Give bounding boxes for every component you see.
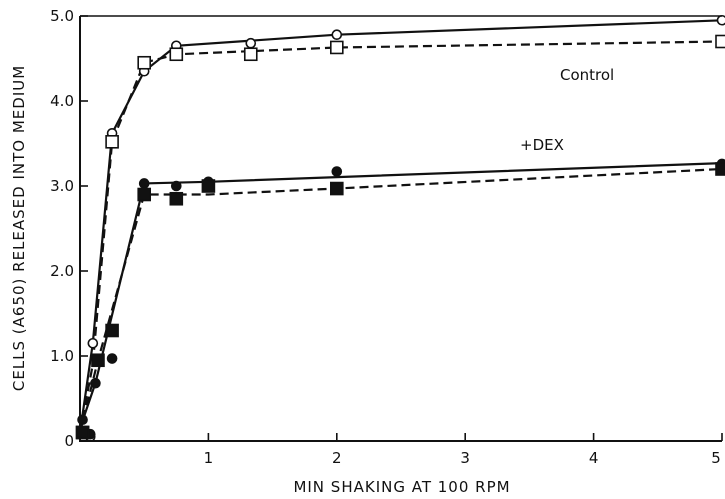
data-point-open-square (715, 34, 725, 49)
y-tick-label: 0 (64, 432, 74, 450)
data-point-filled-square (715, 162, 725, 176)
data-point-filled-square (137, 187, 151, 202)
x-tick-label: 3 (460, 449, 470, 467)
series-line-1 (78, 19, 723, 433)
data-point-filled-square (169, 191, 184, 206)
series-markers (75, 14, 725, 443)
y-axis-title: CELLS (A650) RELEASED INTO MEDIUM (10, 65, 28, 391)
data-point-open-circle (716, 14, 725, 26)
x-tick-label: 5 (711, 449, 721, 467)
data-point-filled-square (201, 179, 216, 193)
data-point-open-circle (245, 37, 257, 49)
x-axis-title: MIN SHAKING AT 100 RPM (293, 478, 510, 496)
x-tick-label: 4 (589, 449, 599, 467)
annotation-control: Control (560, 66, 614, 84)
axes (79, 15, 723, 442)
data-point-filled-square (91, 353, 105, 368)
data-point-filled-square (75, 425, 90, 440)
y-tick-label: 4.0 (50, 92, 74, 110)
x-tick-label: 1 (204, 449, 214, 467)
annotation-dex: +DEX (520, 136, 564, 154)
series-line-4 (78, 167, 723, 433)
data-point-open-square (137, 55, 151, 70)
data-point-open-circle (87, 337, 99, 349)
data-point-filled-square (105, 323, 119, 338)
x-tick-label: 2 (332, 449, 342, 467)
data-point-open-square (243, 47, 258, 62)
data-point-filled-circle (171, 180, 182, 192)
y-tick-label: 3.0 (50, 177, 74, 195)
data-point-filled-circle (106, 353, 118, 364)
data-point-open-square (329, 40, 344, 55)
y-tick-label: 1.0 (50, 347, 74, 365)
data-point-filled-circle (90, 377, 101, 389)
data-point-filled-square (329, 181, 344, 196)
series-lines (78, 19, 723, 433)
series-line-2 (78, 40, 723, 433)
data-point-open-circle (331, 29, 343, 41)
data-point-open-square (169, 47, 184, 62)
y-tick-label: 2.0 (50, 262, 74, 280)
data-point-filled-circle (138, 178, 150, 189)
tick-labels: 0 1.0 2.0 3.0 4.0 5.0 1 2 3 4 5 (50, 7, 721, 467)
data-point-filled-circle (331, 166, 343, 177)
y-tick-label: 5.0 (50, 7, 74, 25)
data-point-open-square (105, 135, 119, 149)
axis-frame (79, 16, 722, 442)
